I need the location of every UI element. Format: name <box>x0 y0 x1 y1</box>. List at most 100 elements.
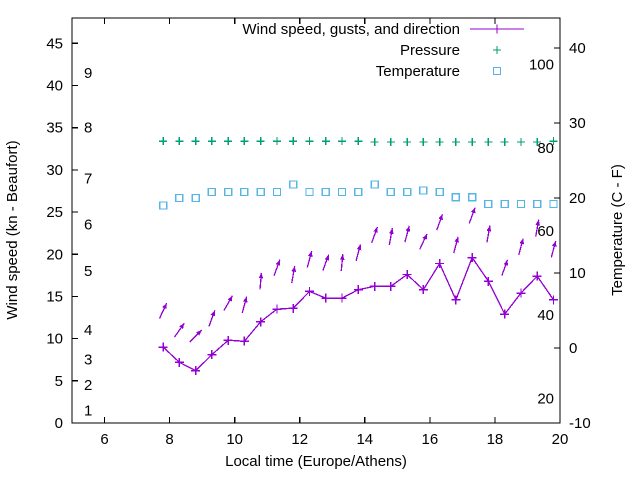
pressure-point <box>468 138 477 147</box>
wind-speed-point <box>386 281 396 291</box>
wind-speed-point <box>239 336 249 346</box>
fahrenheit-label: 100 <box>529 57 554 74</box>
beaufort-label: 3 <box>84 352 92 369</box>
pressure-point <box>256 137 265 146</box>
pressure-point <box>533 138 542 147</box>
temperature-point <box>272 187 282 197</box>
wind-speed-point <box>272 304 282 314</box>
wind-direction-arrow <box>291 266 297 283</box>
wind-speed-series <box>158 253 558 376</box>
temperature-point <box>402 187 412 197</box>
wind-direction-arrow <box>223 295 233 311</box>
legend-label: Temperature <box>376 63 460 80</box>
pressure-point <box>272 137 281 146</box>
wind-direction-arrow <box>322 254 330 271</box>
wind-speed-point <box>174 357 184 367</box>
fahrenheit-label: 40 <box>537 307 554 324</box>
temperature-point <box>223 187 233 197</box>
pressure-series <box>159 137 558 147</box>
fahrenheit-label: 60 <box>537 223 554 240</box>
temperature-point <box>321 187 330 197</box>
pressure-point <box>224 137 233 146</box>
y2-tick-label: 40 <box>569 40 586 57</box>
beaufort-label: 1 <box>84 402 92 419</box>
legend-marker <box>493 46 501 54</box>
temperature-point <box>289 180 298 189</box>
plot-frame <box>71 17 561 424</box>
wind-speed-point <box>467 253 477 263</box>
y2-tick-label: 20 <box>569 190 586 207</box>
y2-tick-label: -10 <box>569 415 591 432</box>
beaufort-label: 6 <box>84 217 92 234</box>
y-tick-label: 30 <box>46 162 63 179</box>
temperature-point <box>419 186 428 195</box>
wind-speed-point <box>418 285 428 295</box>
temperature-series <box>158 180 558 210</box>
temperature-point <box>158 201 168 210</box>
wind-speed-point <box>402 270 412 279</box>
wind-speed-point <box>516 288 526 298</box>
legend-label: Wind speed, gusts, and direction <box>242 21 460 38</box>
beaufort-label: 4 <box>84 322 92 339</box>
pressure-point <box>354 137 363 146</box>
pressure-point <box>403 138 412 147</box>
wind-speed-point <box>256 317 266 327</box>
beaufort-label: 5 <box>84 263 92 280</box>
fahrenheit-label: 80 <box>537 140 554 157</box>
fahrenheit-scale-labels: 20 40 60 80 100 <box>529 57 554 408</box>
temperature-point <box>516 199 526 209</box>
legend-marker <box>492 24 502 34</box>
pressure-point <box>289 137 298 146</box>
y-tick-label: 10 <box>46 331 63 348</box>
y2-tick-label: 30 <box>569 115 586 132</box>
wind-speed-point <box>353 285 363 295</box>
wind-direction-arrows <box>158 207 557 343</box>
pressure-point <box>321 137 330 146</box>
temperature-point <box>256 187 265 197</box>
temperature-point <box>191 193 200 203</box>
x-tick-label: 12 <box>291 431 308 448</box>
wind-direction-arrow <box>258 272 264 290</box>
y2-axis-title: Temperature (C - F) <box>609 164 626 296</box>
wind-direction-arrow <box>453 236 459 254</box>
wind-direction-arrow <box>273 259 281 276</box>
wind-speed-point <box>483 276 493 286</box>
wind-speed-point <box>337 293 347 303</box>
beaufort-label: 8 <box>84 120 92 137</box>
y-tick-label: 5 <box>55 373 63 390</box>
y-tick-label: 15 <box>46 288 63 305</box>
pressure-point <box>338 137 347 146</box>
temperature-point <box>549 199 558 209</box>
wind-direction-arrow <box>404 225 411 243</box>
wind-speed-point <box>321 293 331 303</box>
y-axis-ticks: 0 5 10 15 20 25 30 35 40 45 <box>46 35 78 432</box>
legend-label: Pressure <box>400 42 460 59</box>
wind-direction-arrow <box>419 233 428 250</box>
wind-direction-arrow <box>173 322 185 338</box>
wind-speed-point <box>304 286 314 296</box>
pressure-point <box>500 138 509 147</box>
wind-speed-point <box>435 259 445 269</box>
wind-direction-arrow <box>208 310 216 327</box>
y2-tick-label: 10 <box>569 265 586 282</box>
wind-speed-point <box>158 342 168 352</box>
wind-direction-arrow <box>158 302 168 319</box>
pressure-point <box>419 138 428 147</box>
temperature-point <box>337 187 347 197</box>
wind-direction-arrow <box>189 329 203 343</box>
beaufort-label: 9 <box>84 65 92 82</box>
temperature-point <box>370 180 379 189</box>
temperature-point <box>305 187 314 197</box>
y-tick-label: 45 <box>46 35 63 52</box>
wind-direction-arrow <box>486 225 492 243</box>
wind-speed-point <box>191 366 201 376</box>
y-tick-label: 20 <box>46 246 63 263</box>
wind-speed-point <box>451 295 461 305</box>
wind-speed-point <box>370 281 380 291</box>
wind-direction-arrow <box>339 254 345 272</box>
beaufort-label: 2 <box>84 377 92 394</box>
wind-direction-arrow <box>436 213 444 231</box>
pressure-point <box>191 137 200 146</box>
